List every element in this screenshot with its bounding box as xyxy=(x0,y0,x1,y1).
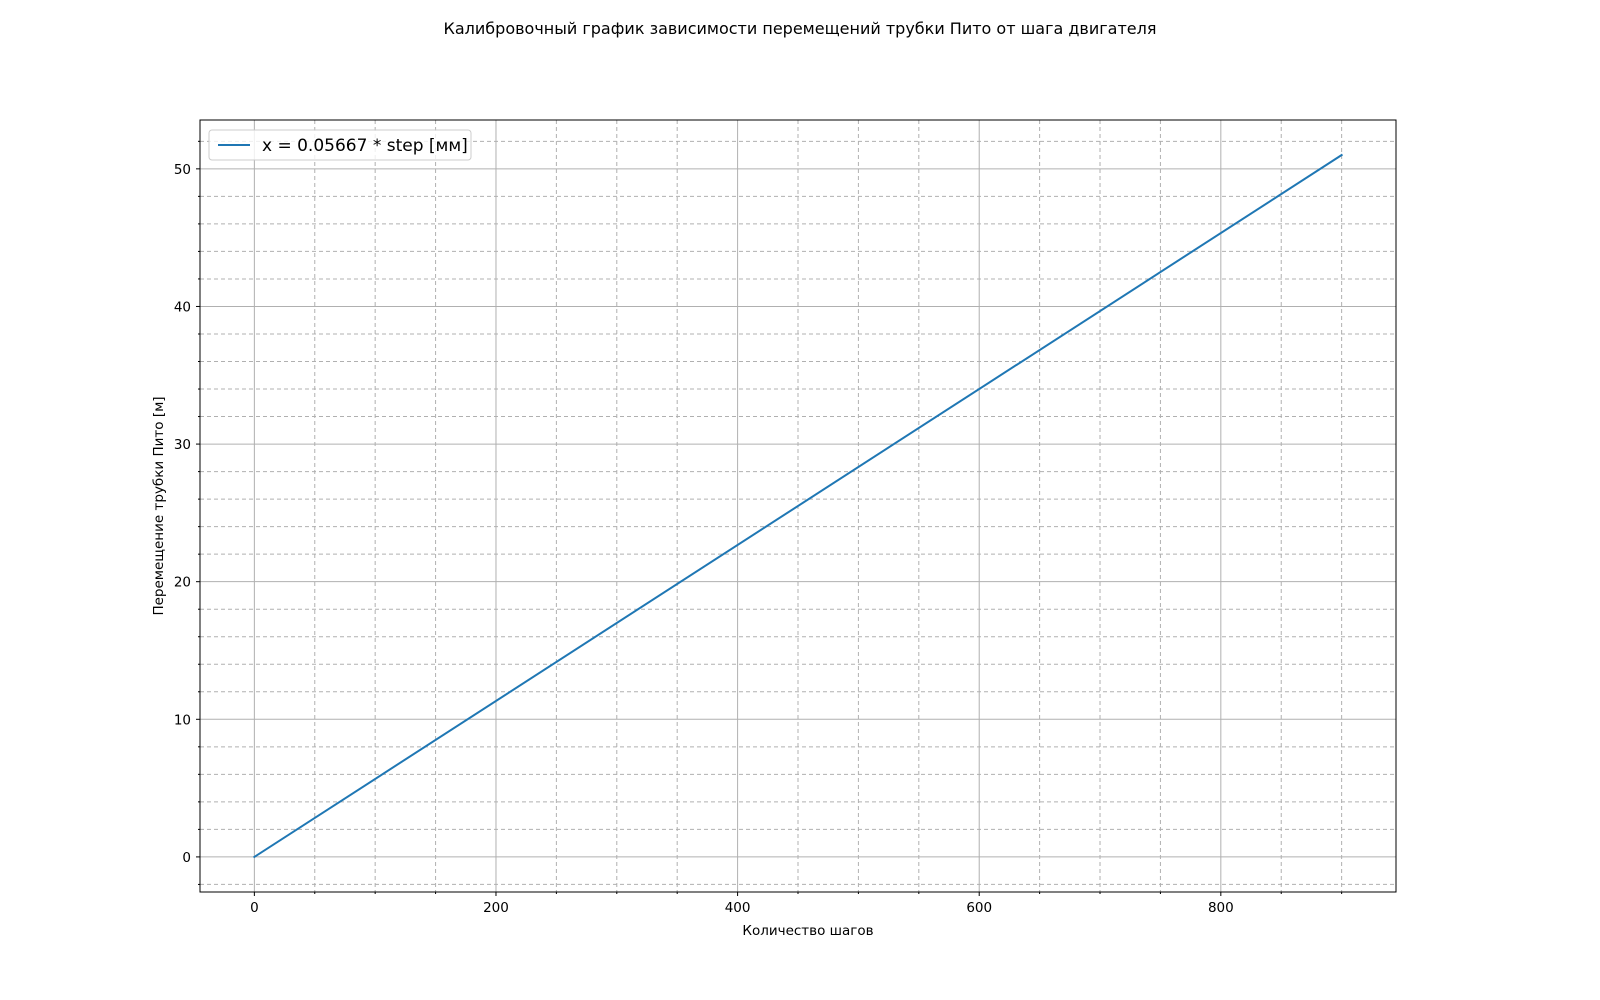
axis-ticks xyxy=(196,140,1343,896)
y-axis-label: Перемещение трубки Пито [м] xyxy=(151,396,167,615)
legend: x = 0.05667 * step [мм] xyxy=(208,129,472,161)
y-tick-label: 20 xyxy=(174,575,191,591)
x-tick-label: 400 xyxy=(725,900,751,916)
plot-area: 0 200 400 600 800 0 10 20 30 40 50 xyxy=(174,119,1397,916)
y-tick-label: 30 xyxy=(174,437,191,453)
series-layer xyxy=(252,153,1344,859)
x-axis-label: Количество шагов xyxy=(742,923,873,939)
minor-grid xyxy=(200,120,1396,892)
y-tick-label: 0 xyxy=(182,850,191,866)
tick-labels: 0 200 400 600 800 0 10 20 30 40 50 xyxy=(174,162,1234,916)
legend-entry: x = 0.05667 * step [мм] xyxy=(262,136,468,156)
x-tick-label: 800 xyxy=(1208,900,1234,916)
series-line xyxy=(252,153,1344,859)
x-tick-label: 200 xyxy=(483,900,509,916)
y-tick-label: 40 xyxy=(174,299,191,315)
y-tick-label: 10 xyxy=(174,712,191,728)
x-tick-label: 600 xyxy=(966,900,992,916)
major-grid xyxy=(200,120,1396,892)
x-tick-label: 0 xyxy=(250,900,259,916)
legend-box xyxy=(208,129,472,161)
chart-title: Калибровочный график зависимости перемещ… xyxy=(444,19,1157,38)
y-tick-label: 50 xyxy=(174,162,191,178)
